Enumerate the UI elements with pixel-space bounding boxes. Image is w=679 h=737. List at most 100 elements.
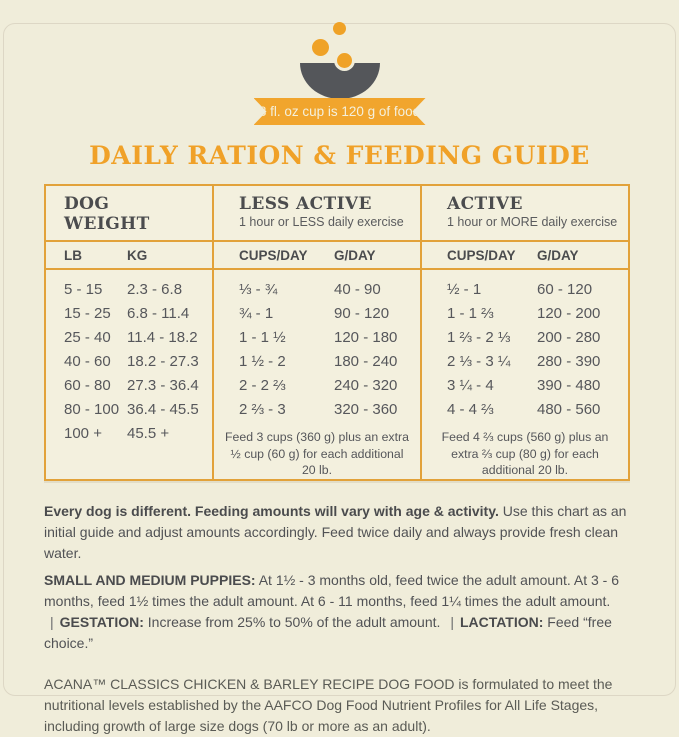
table-cell: 27.3 - 36.4 — [127, 376, 199, 394]
unit-label-grams: G/DAY — [334, 247, 376, 263]
table-row: 2 ⅔ - 3 320 - 360 — [214, 397, 420, 421]
table-row: ⅓ - ¾ 40 - 90 — [214, 277, 420, 301]
active-header: ACTIVE 1 hour or MORE daily exercise — [422, 186, 628, 242]
table-cell: 480 - 560 — [537, 400, 601, 418]
table-cell: 2 ⅔ - 3 — [239, 400, 286, 418]
table-row: 1 - 1 ½ 120 - 180 — [214, 325, 420, 349]
table-cell: 2 - 2 ⅔ — [239, 376, 286, 394]
intro-note: Every dog is different. Feeding amounts … — [44, 501, 641, 564]
table-cell: 60 - 120 — [537, 280, 593, 298]
table-cell: 40 - 60 — [64, 352, 111, 370]
table-cell: ½ - 1 — [447, 280, 482, 298]
table-cell: ⅓ - ¾ — [239, 280, 278, 298]
table-row: 1 ⅔ - 2 ⅓ 200 - 280 — [422, 325, 628, 349]
dog-weight-column: DOG WEIGHT LB KG 5 - 15 2.3 - 6.8 15 - 25… — [46, 186, 212, 479]
table-cell: 3 ¼ - 4 — [447, 376, 494, 394]
less-active-body: ⅓ - ¾ 40 - 90 ¾ - 1 90 - 120 1 - 1 ½ 120 - … — [214, 270, 420, 479]
table-cell: ¾ - 1 — [239, 304, 274, 322]
unit-labels-row: CUPS/DAY G/DAY — [422, 242, 628, 270]
table-row: 1 - 1 ⅔ 120 - 200 — [422, 301, 628, 325]
table-cell: 320 - 360 — [334, 400, 398, 418]
table-row: ¾ - 1 90 - 120 — [214, 301, 420, 325]
table-cell: 36.4 - 45.5 — [127, 400, 199, 418]
feeding-note: Feed 4 ⅔ cups (560 g) plus an extra ⅔ cu… — [441, 430, 609, 477]
table-cell: 1 - 1 ⅔ — [447, 304, 494, 322]
active-column: ACTIVE 1 hour or MORE daily exercise CUP… — [420, 186, 628, 479]
table-cell: 280 - 390 — [537, 352, 601, 370]
active-body: ½ - 1 60 - 120 1 - 1 ⅔ 120 - 200 1 ⅔ - 2 ⅓… — [422, 270, 628, 479]
table-row: 3 ¼ - 4 390 - 480 — [422, 373, 628, 397]
cup-measure-banner: 8 fl. oz cup is 120 g of food — [254, 98, 426, 125]
unit-label-cups: CUPS/DAY — [447, 247, 516, 263]
table-row: ½ - 1 60 - 120 — [422, 277, 628, 301]
column-title: ACTIVE — [447, 194, 523, 214]
table-cell: 1 - 1 ½ — [239, 328, 286, 346]
table-cell: 240 - 320 — [334, 376, 398, 394]
table-cell: 45.5 + — [127, 424, 170, 442]
table-cell: 18.2 - 27.3 — [127, 352, 199, 370]
table-cell: 5 - 15 — [64, 280, 103, 298]
table-row: 25 - 40 11.4 - 18.2 — [46, 325, 212, 349]
table-cell: 120 - 200 — [537, 304, 601, 322]
unit-label-cups: CUPS/DAY — [239, 247, 308, 263]
page-title: DAILY RATION & FEEDING GUIDE — [89, 141, 590, 170]
less-active-header: LESS ACTIVE 1 hour or LESS daily exercis… — [214, 186, 420, 242]
table-cell: 2 ⅓ - 3 ¼ — [447, 352, 511, 370]
dog-weight-header: DOG WEIGHT — [46, 186, 212, 242]
table-row: 40 - 60 18.2 - 27.3 — [46, 349, 212, 373]
feeding-table: DOG WEIGHT LB KG 5 - 15 2.3 - 6.8 15 - 25… — [44, 184, 630, 481]
table-cell: 2.3 - 6.8 — [127, 280, 183, 298]
kibble-dot-icon — [336, 53, 352, 68]
table-row: 100 + 45.5 + — [46, 421, 212, 445]
pipe-separator: | — [450, 613, 454, 630]
table-cell: 6.8 - 11.4 — [127, 304, 190, 322]
lactation-label: LACTATION: — [459, 613, 544, 630]
unit-label-lb: LB — [64, 247, 82, 263]
unit-label-kg: KG — [127, 247, 148, 263]
table-cell: 25 - 40 — [64, 328, 111, 346]
table-cell: 15 - 25 — [64, 304, 111, 322]
table-cell: 180 - 240 — [334, 352, 398, 370]
gestation-text: Increase from 25% to 50% of the adult am… — [143, 613, 445, 630]
kibble-dot-icon — [332, 22, 346, 35]
unit-labels-row: CUPS/DAY G/DAY — [214, 242, 420, 270]
column-title: LESS ACTIVE — [239, 194, 372, 214]
table-cell: 1 ⅔ - 2 ⅓ — [447, 328, 511, 346]
bowl-icon — [299, 63, 380, 99]
puppies-label: SMALL AND MEDIUM PUPPIES: — [44, 571, 256, 588]
puppies-text: At 1½ - 3 months old, feed twice the adu… — [44, 571, 620, 609]
column-title: DOG WEIGHT — [64, 194, 150, 234]
table-cell: 390 - 480 — [537, 376, 601, 394]
table-cell: 120 - 180 — [334, 328, 398, 346]
table-row: 2 - 2 ⅔ 240 - 320 — [214, 373, 420, 397]
table-row: 15 - 25 6.8 - 11.4 — [46, 301, 212, 325]
table-cell: 11.4 - 18.2 — [127, 328, 198, 346]
puppies-note: SMALL AND MEDIUM PUPPIES: At 1½ - 3 mont… — [44, 570, 641, 654]
table-row: 4 - 4 ⅔ 480 - 560 — [422, 397, 628, 421]
unit-label-grams: G/DAY — [537, 247, 579, 263]
table-row: 2 ⅓ - 3 ¼ 280 - 390 — [422, 349, 628, 373]
table-cell: 60 - 80 — [64, 376, 111, 394]
feeding-note: Feed 3 cups (360 g) plus an extra ½ cup … — [225, 430, 409, 477]
lactation-text: Feed “free choice.” — [44, 613, 612, 651]
pipe-separator: | — [50, 613, 54, 630]
table-row: 80 - 100 36.4 - 45.5 — [46, 397, 212, 421]
intro-note-rest: Use this chart as an initial guide and a… — [44, 502, 627, 561]
bowl-illustration — [295, 20, 385, 99]
table-cell: 80 - 100 — [64, 400, 120, 418]
table-row: 60 - 80 27.3 - 36.4 — [46, 373, 212, 397]
gestation-label: GESTATION: — [59, 613, 144, 630]
aafco-statement: ACANA™ CLASSICS CHICKEN & BARLEY RECIPE … — [44, 675, 613, 734]
table-cell: 40 - 90 — [334, 280, 381, 298]
footnotes: Every dog is different. Feeding amounts … — [0, 501, 679, 737]
table-cell: 100 + — [64, 424, 102, 442]
column-subtitle: 1 hour or LESS daily exercise — [239, 215, 404, 229]
column-subtitle: 1 hour or MORE daily exercise — [447, 215, 618, 229]
table-cell: 200 - 280 — [537, 328, 601, 346]
intro-note-bold: Every dog is different. Feeding amounts … — [44, 502, 499, 519]
table-row: 1 ½ - 2 180 - 240 — [214, 349, 420, 373]
table-cell: 1 ½ - 2 — [239, 352, 286, 370]
table-cell: 4 - 4 ⅔ — [447, 400, 494, 418]
table-row: 5 - 15 2.3 - 6.8 — [46, 277, 212, 301]
dog-weight-body: 5 - 15 2.3 - 6.8 15 - 25 6.8 - 11.4 25 - 4… — [46, 270, 212, 468]
